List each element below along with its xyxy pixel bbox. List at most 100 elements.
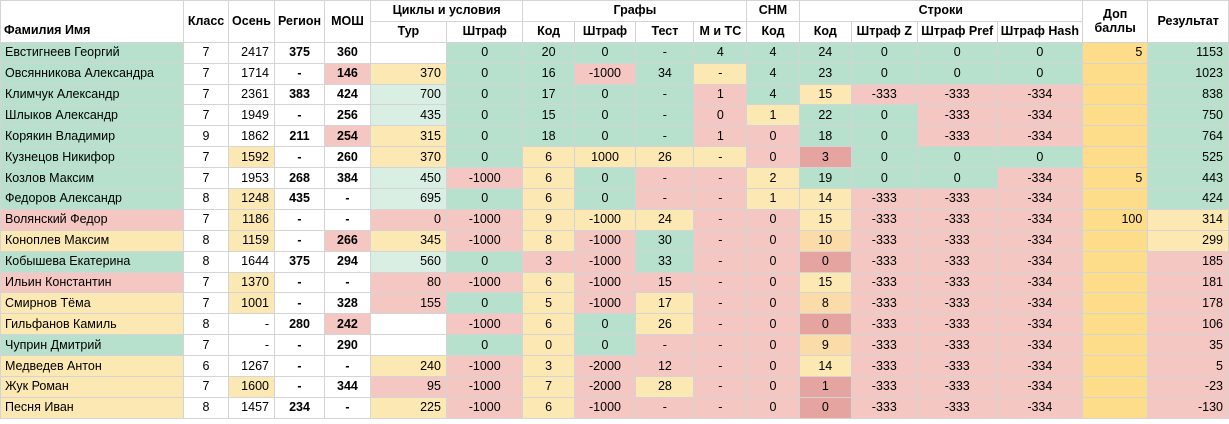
cell-strings-penalty-z[interactable]: -333	[850, 355, 918, 378]
cell-snm-code[interactable]: 0	[746, 355, 800, 378]
cell-class[interactable]: 8	[183, 313, 229, 336]
cell-strings-penalty-hash[interactable]: -334	[996, 313, 1083, 336]
cell-strings-penalty-pref[interactable]: -333	[916, 271, 998, 294]
cell-name[interactable]: Козлов Максим	[0, 167, 185, 190]
cell-cycles-tour[interactable]: 155	[369, 292, 447, 315]
cell-mosh[interactable]: -	[324, 271, 371, 294]
cell-strings-penalty-pref[interactable]: -333	[916, 104, 998, 127]
cell-dop[interactable]	[1081, 104, 1149, 127]
cell-strings-penalty-pref[interactable]: -333	[916, 83, 998, 106]
cell-cycles-penalty[interactable]: 0	[445, 125, 524, 148]
cell-strings-code[interactable]: 10	[798, 229, 852, 252]
cell-mosh[interactable]: 260	[324, 146, 371, 169]
cell-dop[interactable]	[1081, 146, 1149, 169]
cell-mosh[interactable]: 344	[324, 376, 371, 398]
cell-graphs-mts[interactable]: -	[693, 334, 748, 357]
cell-graphs-penalty[interactable]: 0	[573, 104, 637, 127]
cell-graphs-code[interactable]: 7	[522, 376, 575, 398]
cell-strings-penalty-z[interactable]: -333	[850, 229, 918, 252]
cell-strings-penalty-hash[interactable]: -334	[996, 376, 1083, 398]
cell-class[interactable]: 7	[183, 271, 229, 294]
cell-cycles-penalty[interactable]: 0	[445, 292, 524, 315]
cell-strings-code[interactable]: 19	[798, 167, 852, 190]
cell-region[interactable]: -	[273, 62, 326, 85]
cell-mosh[interactable]: -	[324, 188, 371, 210]
cell-name[interactable]: Евстигнеев Георгий	[0, 41, 185, 64]
cell-graphs-penalty[interactable]: 0	[573, 313, 637, 336]
cell-strings-code[interactable]: 0	[798, 250, 852, 273]
cell-strings-code[interactable]: 8	[798, 292, 852, 315]
cell-graphs-code[interactable]: 3	[522, 250, 575, 273]
cell-cycles-penalty[interactable]: -1000	[445, 396, 524, 419]
cell-graphs-penalty[interactable]: -1000	[573, 271, 637, 294]
cell-region[interactable]: 268	[273, 167, 326, 190]
cell-region[interactable]: 280	[273, 313, 326, 336]
cell-result[interactable]: 106	[1147, 313, 1229, 336]
cell-cycles-penalty[interactable]: -1000	[445, 208, 524, 231]
cell-strings-penalty-z[interactable]: -333	[850, 250, 918, 273]
cell-mosh[interactable]: 146	[324, 62, 371, 85]
cell-strings-code[interactable]: 0	[798, 396, 852, 419]
cell-strings-penalty-pref[interactable]: -333	[916, 313, 998, 336]
cell-graphs-code[interactable]: 6	[522, 396, 575, 419]
cell-graphs-penalty[interactable]: -1000	[573, 292, 637, 315]
cell-autumn[interactable]: 1953	[228, 167, 275, 190]
cell-strings-penalty-z[interactable]: -333	[850, 313, 918, 336]
cell-class[interactable]: 7	[183, 292, 229, 315]
cell-graphs-mts[interactable]: -	[693, 167, 748, 190]
cell-mosh[interactable]: -	[324, 396, 371, 419]
cell-class[interactable]: 9	[183, 125, 229, 148]
cell-strings-penalty-z[interactable]: -333	[850, 83, 918, 106]
header-group-strings[interactable]: Строки	[798, 0, 1083, 22]
cell-region[interactable]: -	[273, 104, 326, 127]
cell-graphs-penalty[interactable]: 1000	[573, 146, 637, 169]
cell-cycles-tour[interactable]: 225	[369, 396, 447, 419]
cell-class[interactable]: 7	[183, 41, 229, 64]
cell-strings-code[interactable]: 0	[798, 313, 852, 336]
cell-graphs-mts[interactable]: -	[693, 376, 748, 398]
cell-cycles-tour[interactable]: 240	[369, 355, 447, 378]
cell-cycles-tour[interactable]	[369, 334, 447, 357]
cell-graphs-test[interactable]: -	[635, 188, 695, 210]
cell-dop[interactable]	[1081, 334, 1149, 357]
cell-class[interactable]: 7	[183, 208, 229, 231]
cell-cycles-penalty[interactable]: -1000	[445, 271, 524, 294]
cell-autumn[interactable]: 2417	[228, 41, 275, 64]
cell-strings-penalty-z[interactable]: 0	[850, 167, 918, 190]
cell-name[interactable]: Ильин Константин	[0, 271, 185, 294]
cell-strings-penalty-z[interactable]: -333	[850, 396, 918, 419]
cell-dop[interactable]	[1081, 271, 1149, 294]
cell-graphs-code[interactable]: 18	[522, 125, 575, 148]
cell-cycles-penalty[interactable]: -1000	[445, 313, 524, 336]
cell-name[interactable]: Чуприн Дмитрий	[0, 334, 185, 357]
cell-autumn[interactable]: 1248	[228, 188, 275, 210]
cell-autumn[interactable]: 1267	[228, 355, 275, 378]
cell-region[interactable]: -	[273, 229, 326, 252]
cell-graphs-mts[interactable]: -	[693, 146, 748, 169]
cell-strings-penalty-z[interactable]: 0	[850, 125, 918, 148]
cell-strings-penalty-z[interactable]: -333	[850, 292, 918, 315]
cell-result[interactable]: 314	[1147, 208, 1229, 231]
cell-result[interactable]: 299	[1147, 229, 1229, 252]
cell-cycles-tour[interactable]: 695	[369, 188, 447, 210]
cell-strings-penalty-hash[interactable]: -334	[996, 104, 1083, 127]
cell-strings-code[interactable]: 15	[798, 83, 852, 106]
cell-class[interactable]: 8	[183, 188, 229, 210]
cell-strings-penalty-hash[interactable]: 0	[996, 146, 1083, 169]
cell-strings-penalty-z[interactable]: -333	[850, 208, 918, 231]
cell-cycles-penalty[interactable]: -1000	[445, 355, 524, 378]
cell-region[interactable]: -	[273, 271, 326, 294]
cell-result[interactable]: 764	[1147, 125, 1229, 148]
cell-strings-penalty-pref[interactable]: -333	[916, 396, 998, 419]
cell-autumn[interactable]: -	[228, 313, 275, 336]
cell-graphs-test[interactable]: 28	[635, 376, 695, 398]
cell-name[interactable]: Овсянникова Александра	[0, 62, 185, 85]
header-cycles-penalty[interactable]: Штраф	[445, 20, 524, 43]
header-strings-penalty-hash[interactable]: Штраф Hash	[996, 20, 1083, 43]
cell-name[interactable]: Песня Иван	[0, 396, 185, 419]
cell-graphs-code[interactable]: 15	[522, 104, 575, 127]
cell-snm-code[interactable]: 1	[746, 188, 800, 210]
cell-strings-penalty-pref[interactable]: 0	[916, 146, 998, 169]
cell-cycles-tour[interactable]: 435	[369, 104, 447, 127]
cell-autumn[interactable]: 1714	[228, 62, 275, 85]
